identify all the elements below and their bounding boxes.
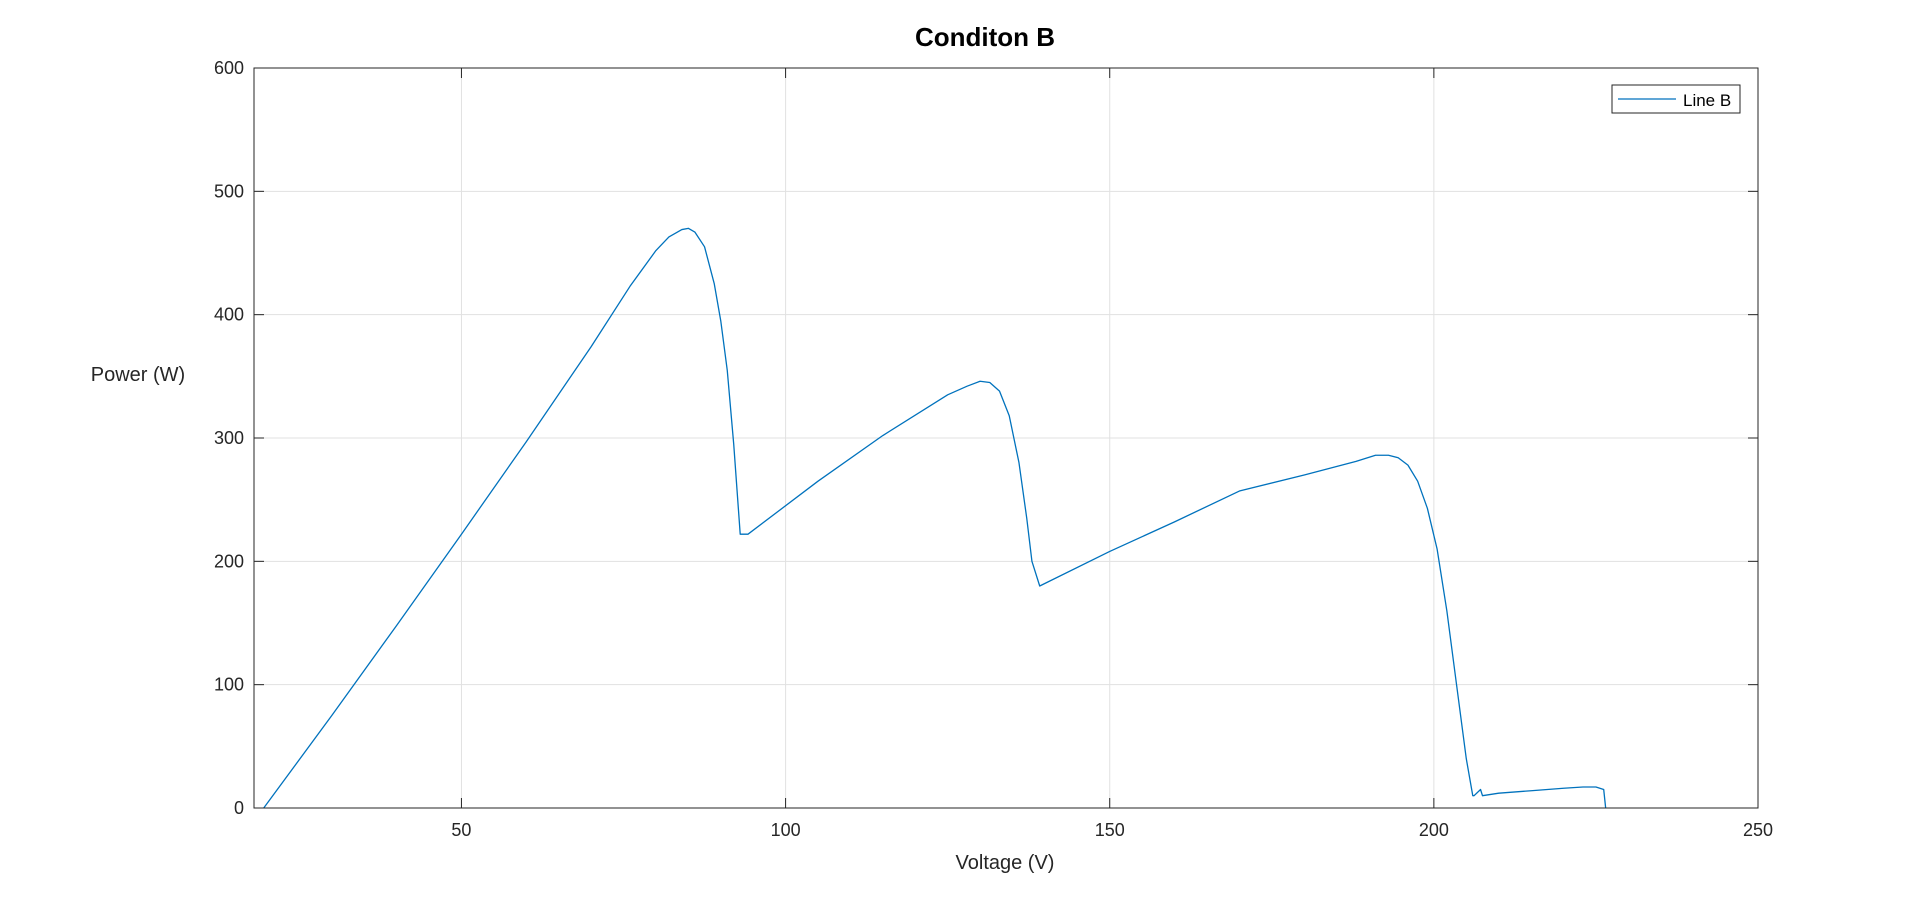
grid-lines [254, 67, 1759, 809]
y-tick-labels: 0 100 200 300 400 500 600 [214, 58, 244, 818]
x-tick-labels: 50 100 150 200 250 [451, 820, 1773, 840]
y-axis-label: Power (W) [91, 364, 185, 386]
y-tick-label: 0 [234, 798, 244, 818]
legend-label: Line B [1683, 91, 1731, 110]
y-tick-label: 200 [214, 551, 244, 571]
x-tick-label: 200 [1419, 820, 1449, 840]
y-tick-label: 100 [214, 675, 244, 695]
series-layer [263, 227, 1607, 809]
chart-title: Conditon B [915, 22, 1055, 52]
x-tick-label: 250 [1743, 820, 1773, 840]
y-tick-label: 400 [214, 305, 244, 325]
y-tick-label: 500 [214, 181, 244, 201]
x-tick-label: 150 [1095, 820, 1125, 840]
y-tick-label: 600 [214, 58, 244, 78]
x-tick-label: 100 [771, 820, 801, 840]
x-tick-label: 50 [451, 820, 471, 840]
plot-box [253, 67, 1759, 809]
legend: Line B [1611, 84, 1741, 114]
x-axis-label: Voltage (V) [956, 852, 1055, 874]
series-line-line-b [263, 227, 1607, 809]
y-tick-label: 300 [214, 428, 244, 448]
